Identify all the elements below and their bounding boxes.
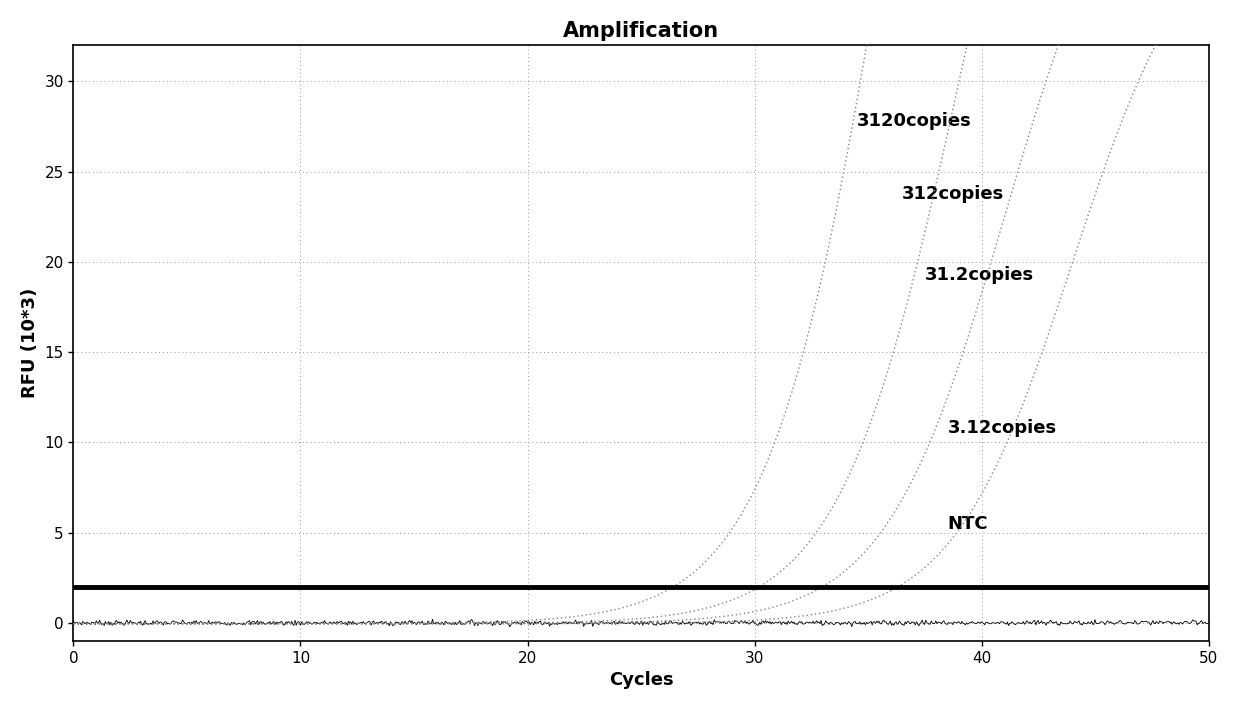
Text: 31.2copies: 31.2copies [924,266,1033,284]
Y-axis label: RFU (10*3): RFU (10*3) [21,288,38,398]
Title: Amplification: Amplification [563,21,719,41]
X-axis label: Cycles: Cycles [608,671,673,689]
Text: 312copies: 312copies [902,185,1005,202]
Text: 3.12copies: 3.12copies [948,420,1057,437]
Text: 3120copies: 3120copies [856,112,971,131]
Text: NTC: NTC [948,515,989,533]
